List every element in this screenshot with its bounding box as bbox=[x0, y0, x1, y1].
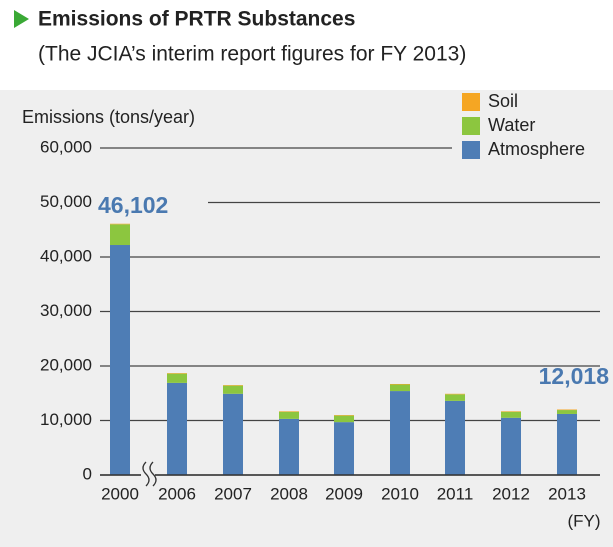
bar-segment bbox=[167, 373, 187, 374]
x-axis-label: (FY) bbox=[567, 511, 600, 530]
bar-segment bbox=[557, 413, 577, 475]
bar-segment bbox=[223, 385, 243, 386]
y-tick-label: 10,000 bbox=[40, 410, 92, 429]
x-tick-label: 2012 bbox=[492, 484, 530, 503]
bar-segment bbox=[110, 245, 130, 475]
x-tick-label: 2008 bbox=[270, 484, 308, 503]
bar-segment bbox=[110, 223, 130, 225]
y-tick-label: 20,000 bbox=[40, 355, 92, 374]
chart-title: Emissions of PRTR Substances bbox=[38, 8, 355, 31]
y-tick-label: 40,000 bbox=[40, 246, 92, 265]
legend-label: Soil bbox=[488, 91, 518, 111]
bar-segment bbox=[223, 385, 243, 394]
x-tick-label: 2010 bbox=[381, 484, 419, 503]
bar-segment bbox=[334, 415, 354, 416]
bar-segment bbox=[279, 411, 299, 412]
bar-segment bbox=[445, 400, 465, 475]
bar-segment bbox=[445, 393, 465, 395]
bar-segment bbox=[390, 383, 410, 385]
bar-segment bbox=[279, 411, 299, 419]
x-tick-label: 2007 bbox=[214, 484, 252, 503]
x-tick-label: 2006 bbox=[158, 484, 196, 503]
bar-segment bbox=[501, 411, 521, 418]
bar-segment bbox=[110, 224, 130, 246]
legend-swatch bbox=[462, 117, 480, 135]
axis-break bbox=[149, 461, 157, 487]
x-tick-label: 2013 bbox=[548, 484, 586, 503]
legend-swatch bbox=[462, 141, 480, 159]
y-axis-label: Emissions (tons/year) bbox=[22, 107, 195, 127]
bar-segment bbox=[279, 418, 299, 475]
bar-segment bbox=[501, 411, 521, 412]
chart-subtitle: (The JCIA’s interim report figures for F… bbox=[38, 43, 466, 66]
legend-label: Water bbox=[488, 115, 535, 135]
x-tick-label: 2009 bbox=[325, 484, 363, 503]
x-tick-label: 2011 bbox=[437, 484, 474, 503]
bar-segment bbox=[557, 410, 577, 414]
annotation: 12,018 bbox=[539, 363, 610, 389]
bar-segment bbox=[334, 422, 354, 475]
y-tick-label: 50,000 bbox=[40, 192, 92, 211]
legend-swatch bbox=[462, 93, 480, 111]
y-tick-label: 60,000 bbox=[40, 137, 92, 156]
bar-segment bbox=[167, 373, 187, 383]
bar-segment bbox=[557, 409, 577, 411]
legend-label: Atmosphere bbox=[488, 139, 585, 159]
annotation-background bbox=[96, 192, 208, 220]
axis-break bbox=[142, 461, 150, 487]
x-tick-label: 2000 bbox=[101, 484, 139, 503]
bar-segment bbox=[167, 382, 187, 475]
axis-break-gap bbox=[141, 462, 155, 486]
annotation: 46,102 bbox=[98, 192, 168, 218]
bar-segment bbox=[390, 384, 410, 392]
bar-segment bbox=[390, 391, 410, 475]
bar-segment bbox=[445, 394, 465, 401]
y-tick-label: 30,000 bbox=[40, 301, 92, 320]
bar-segment bbox=[223, 393, 243, 475]
y-tick-label: 0 bbox=[83, 464, 92, 483]
bar-segment bbox=[334, 415, 354, 423]
title-marker bbox=[14, 10, 29, 28]
bar-segment bbox=[501, 417, 521, 475]
